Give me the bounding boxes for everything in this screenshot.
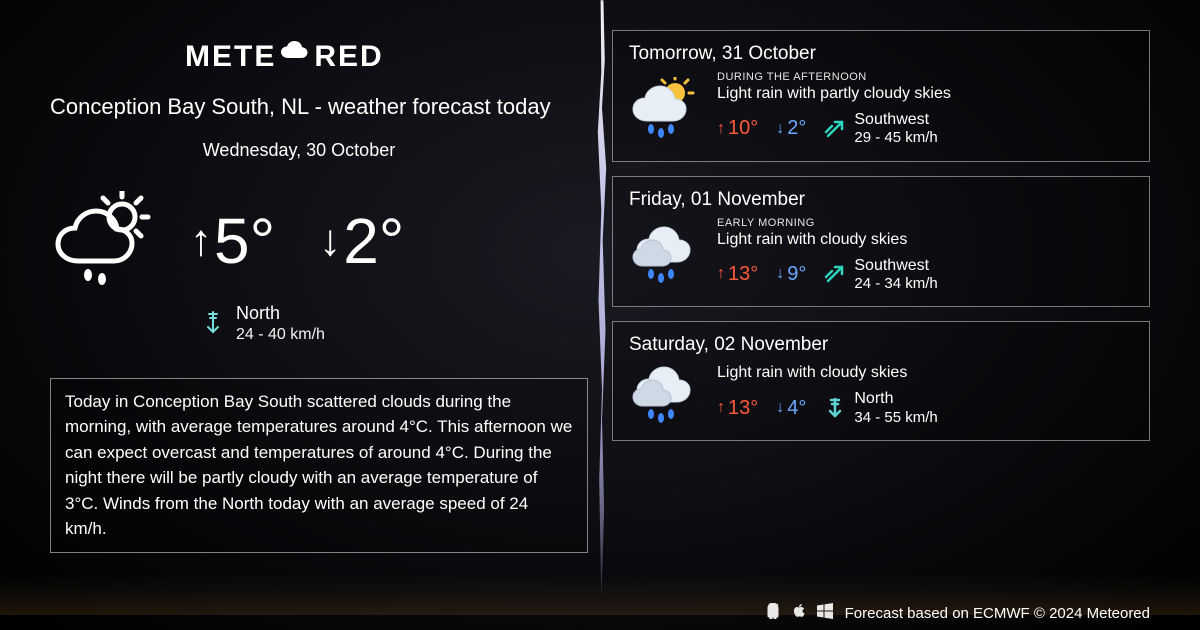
card-description: Light rain with cloudy skies [717,231,1133,249]
wind-sw-icon [824,263,846,285]
today-row: ↑ 5° ↓ 2° [50,191,588,291]
brand-cloud-icon [278,40,312,74]
forecast-card: Friday, 01 November EARLY MORNING Light … [612,176,1150,308]
brand-name-right: RED [314,40,383,74]
brand-logo: METE RED [185,40,588,74]
card-high-temp: ↑10° [717,117,758,140]
page-title: Conception Bay South, NL - weather forec… [50,94,588,120]
card-weather-icon [629,222,699,286]
card-weather-icon [629,362,699,426]
card-high-temp: ↑13° [717,263,758,286]
wind-north-icon [200,310,226,336]
forecast-card: Saturday, 02 November Light rain with cl… [612,321,1150,441]
card-period: DURING THE AFTERNOON [717,71,1133,83]
today-low-temp: ↓ 2° [319,204,404,278]
card-wind-dir: Southwest [854,257,937,275]
card-date: Tomorrow, 31 October [629,43,1133,65]
today-high-temp: ↑ 5° [190,204,275,278]
today-summary: Today in Conception Bay South scattered … [50,378,588,553]
today-wind: North 24 - 40 km/h [200,303,588,344]
down-arrow-icon: ↓ [776,399,784,417]
wind-n-icon [824,397,846,419]
up-arrow-icon: ↑ [717,265,725,283]
apple-icon [791,603,807,624]
windows-icon [817,603,833,624]
card-wind-range: 29 - 45 km/h [854,129,937,146]
card-wind: North 34 - 55 km/h [824,390,937,426]
card-low-temp: ↓2° [776,117,806,140]
card-description: Light rain with partly cloudy skies [717,85,1133,103]
brand-name-left: METE [185,40,276,74]
up-arrow-icon: ↑ [190,216,212,266]
today-wind-range: 24 - 40 km/h [236,325,325,344]
android-icon [765,603,781,624]
down-arrow-icon: ↓ [776,120,784,138]
up-arrow-icon: ↑ [717,399,725,417]
card-weather-icon [629,77,699,141]
card-wind-range: 24 - 34 km/h [854,275,937,292]
down-arrow-icon: ↓ [319,216,341,266]
today-wind-dir: North [236,303,325,325]
card-wind-range: 34 - 55 km/h [854,409,937,426]
today-date: Wednesday, 30 October [10,140,588,161]
today-high-value: 5° [214,204,275,278]
card-high-temp: ↑13° [717,397,758,420]
card-wind: Southwest 24 - 34 km/h [824,257,937,293]
forecast-list: Tomorrow, 31 October DURING THE AFTERNOO… [612,30,1150,553]
wind-sw-icon [824,118,846,140]
card-date: Saturday, 02 November [629,334,1133,356]
footer-text: Forecast based on ECMWF © 2024 Meteored [845,605,1150,622]
today-weather-icon [50,191,160,291]
card-low-temp: ↓9° [776,263,806,286]
down-arrow-icon: ↓ [776,265,784,283]
footer: Forecast based on ECMWF © 2024 Meteored [765,603,1150,624]
card-period: EARLY MORNING [717,217,1133,229]
up-arrow-icon: ↑ [717,120,725,138]
card-low-temp: ↓4° [776,397,806,420]
card-date: Friday, 01 November [629,189,1133,211]
card-wind-dir: North [854,390,937,408]
forecast-card: Tomorrow, 31 October DURING THE AFTERNOO… [612,30,1150,162]
card-wind: Southwest 29 - 45 km/h [824,111,937,147]
card-wind-dir: Southwest [854,111,937,129]
card-description: Light rain with cloudy skies [717,364,1133,382]
today-low-value: 2° [343,204,404,278]
